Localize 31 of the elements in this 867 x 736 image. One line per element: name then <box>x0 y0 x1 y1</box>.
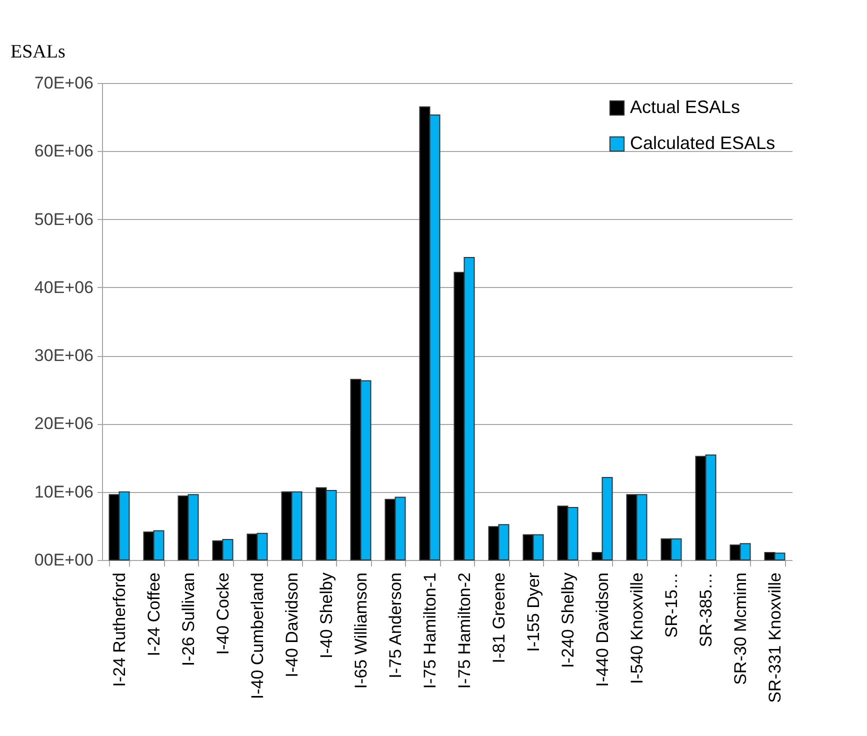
x-tick-label: I-40 Cocke <box>213 572 232 655</box>
x-tick-label: SR-15… <box>662 572 681 638</box>
x-tick-label: I-40 Cumberland <box>248 572 267 700</box>
x-tick-label: I-440 Davidson <box>592 572 612 687</box>
x-tick-label: I-155 Dyer <box>524 572 543 652</box>
x-tick-label: I-240 Shelby <box>558 572 578 668</box>
y-tick-label: 00E+00 <box>34 550 94 570</box>
y-tick-label: 70E+06 <box>34 74 94 92</box>
x-tick-label: I-65 Williamson <box>351 572 370 689</box>
x-tick-label: I-40 Shelby <box>316 572 336 658</box>
y-tick-label: 60E+06 <box>34 142 94 161</box>
x-tick-label: SR-30 Mcminn <box>730 572 750 685</box>
legend-label: Calculated ESALs <box>630 133 776 153</box>
legend-label: Actual ESALs <box>630 97 740 117</box>
y-tick-label: 10E+06 <box>34 482 94 502</box>
x-tick-label: I-75 Hamilton-2 <box>454 572 474 689</box>
y-tick-label: 50E+06 <box>34 210 94 229</box>
x-tick-label: I-24 Coffee <box>144 572 164 656</box>
x-tick-label: SR-385… <box>696 572 716 648</box>
x-tick-label: I-40 Davidson <box>282 572 302 678</box>
y-tick-label: 20E+06 <box>34 414 94 434</box>
y-tick-label: 40E+06 <box>34 278 94 297</box>
x-tick-label: I-540 Knoxville <box>627 572 646 684</box>
y-tick-label: 30E+06 <box>34 346 94 366</box>
x-tick-label: I-75 Hamilton-1 <box>420 572 440 689</box>
x-tick-label: I-24 Rutherford <box>110 572 129 687</box>
x-tick-label: SR-331 Knoxville <box>765 572 784 703</box>
x-tick-label: I-81 Greene <box>489 572 508 664</box>
x-tick-label: I-26 Sullivan <box>178 572 198 666</box>
x-tick-label: I-75 Anderson <box>386 572 405 678</box>
y-axis-title: ESALs <box>10 42 66 62</box>
